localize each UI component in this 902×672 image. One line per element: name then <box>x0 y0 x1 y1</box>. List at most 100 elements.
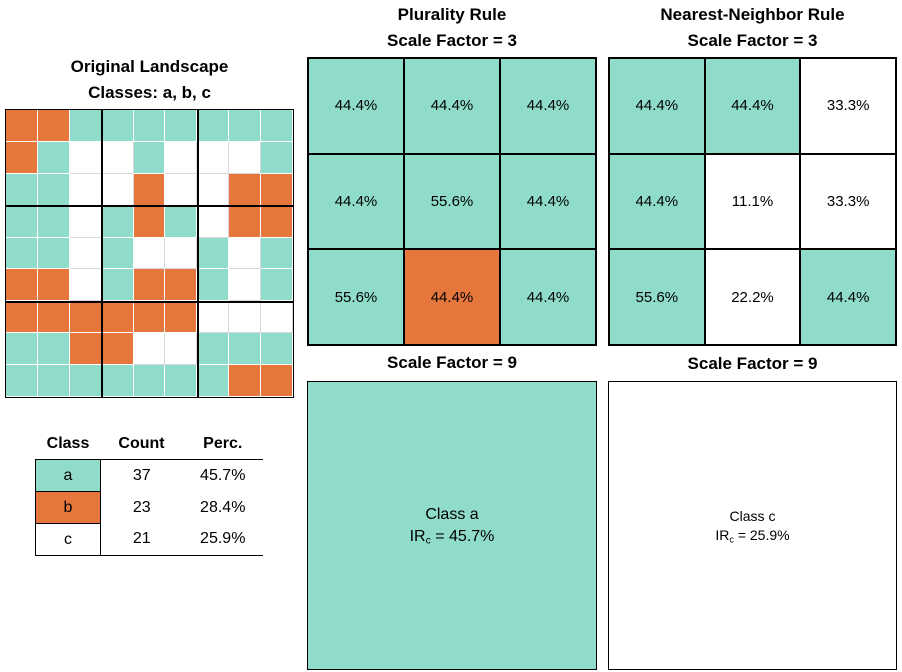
landscape-cell <box>37 269 70 302</box>
perc-cell: 25.9% <box>182 523 263 556</box>
coarse-cell: 55.6% <box>404 153 500 250</box>
landscape-cell <box>37 110 70 142</box>
ir-subscript: c <box>729 533 734 544</box>
plurality-scale9-block: Class a IRc = 45.7% <box>307 381 597 670</box>
table-row: b 23 28.4% <box>35 491 264 524</box>
header-count: Count <box>100 428 183 460</box>
landscape-cell <box>6 237 38 270</box>
plurality-scale9-ir: IRc = 45.7% <box>410 526 495 548</box>
landscape-cell <box>37 205 70 238</box>
landscape-cell <box>165 141 198 174</box>
plurality-scale9-class-label: Class a <box>425 505 479 523</box>
landscape-cell <box>197 110 230 142</box>
landscape-cell <box>261 365 293 397</box>
landscape-cell <box>229 110 262 142</box>
landscape-cell <box>165 269 198 302</box>
landscape-cell <box>6 141 38 174</box>
block-divider <box>101 109 103 398</box>
original-landscape-title: Original Landscape Classes: a, b, c <box>5 54 294 106</box>
landscape-cell <box>101 301 134 334</box>
plurality-title-line2: Scale Factor = 3 <box>387 31 517 50</box>
landscape-cell <box>229 173 262 206</box>
table-row: c 21 25.9% <box>35 523 263 556</box>
landscape-cell <box>69 141 102 174</box>
landscape-cell <box>6 365 38 397</box>
landscape-cell <box>133 173 166 206</box>
landscape-cell <box>133 365 166 397</box>
plurality-scale3-grid: 44.4% 44.4% 44.4% 44.4% 55.6% 44.4% 55.6% 44.4%… <box>307 57 597 346</box>
landscape-cell <box>133 110 166 142</box>
nearest-scale9-title: Scale Factor = 9 <box>687 354 818 373</box>
table-header-row: Class Count Perc. <box>35 428 263 460</box>
landscape-cell <box>165 365 198 397</box>
original-title-line1: Original Landscape <box>70 57 229 76</box>
coarse-cell: 44.4% <box>500 153 596 250</box>
landscape-cell <box>229 365 262 397</box>
landscape-cell <box>261 269 293 302</box>
nearest-title-line1: Nearest-Neighbor Rule <box>660 5 845 24</box>
original-title-line2: Classes: a, b, c <box>88 83 211 102</box>
block-divider <box>5 205 294 207</box>
landscape-cell <box>69 237 102 270</box>
landscape-cell <box>101 269 134 302</box>
landscape-cell <box>101 333 134 366</box>
coarse-cell: 11.1% <box>704 153 801 250</box>
landscape-cell <box>6 110 38 142</box>
landscape-cell <box>165 237 198 270</box>
count-cell: 37 <box>132 466 151 484</box>
landscape-cell <box>197 301 230 334</box>
coarse-cell: 44.4% <box>404 249 500 345</box>
landscape-cell <box>37 173 70 206</box>
landscape-cell <box>261 173 293 206</box>
landscape-cell <box>165 173 198 206</box>
nearest-scale9-class-label: Class c <box>729 507 776 524</box>
landscape-cell <box>197 333 230 366</box>
plurality-title-line1: Plurality Rule <box>397 5 507 24</box>
landscape-cell <box>197 141 230 174</box>
class-swatch-c: c <box>35 523 101 556</box>
ir-subscript: c <box>425 535 431 547</box>
landscape-cell <box>69 269 102 302</box>
class-swatch-a: a <box>35 459 101 492</box>
coarse-cell: 44.4% <box>500 249 596 345</box>
coarse-cell: 44.4% <box>404 58 500 154</box>
landscape-cell <box>37 365 70 397</box>
landscape-cell <box>229 205 262 238</box>
coarse-cell: 55.6% <box>308 249 404 345</box>
landscape-cell <box>37 333 70 366</box>
coarse-cell: 44.4% <box>704 58 801 154</box>
coarse-cell: 33.3% <box>800 58 896 154</box>
perc-cell: 28.4% <box>200 498 246 516</box>
landscape-cell <box>101 173 134 206</box>
landscape-cell <box>229 333 262 366</box>
landscape-cell <box>101 365 134 397</box>
landscape-cell <box>6 269 38 302</box>
landscape-cell <box>101 141 134 174</box>
landscape-cell <box>101 237 134 270</box>
landscape-cell <box>37 141 70 174</box>
landscape-cell <box>37 237 70 270</box>
coarse-cell: 44.4% <box>800 249 896 345</box>
landscape-cell <box>101 205 134 238</box>
landscape-cell <box>101 110 134 142</box>
landscape-cell <box>261 141 293 174</box>
ir-prefix: IR <box>715 526 730 543</box>
plurality-scale9-title: Scale Factor = 9 <box>387 353 517 372</box>
landscape-cell <box>37 301 70 334</box>
landscape-cell <box>69 333 102 366</box>
coarse-cell: 55.6% <box>609 249 705 345</box>
coarse-cell: 44.4% <box>609 153 705 250</box>
class-summary-table: Class Count Perc. a 37 45.7% b 23 28.4% … <box>35 428 263 556</box>
landscape-cell <box>133 205 166 238</box>
landscape-cell <box>261 333 293 366</box>
landscape-cell <box>261 205 293 238</box>
landscape-cell <box>69 365 102 397</box>
landscape-cell <box>133 269 166 302</box>
landscape-cell <box>197 269 230 302</box>
landscape-cell <box>133 333 166 366</box>
landscape-cell <box>165 110 198 142</box>
landscape-cell <box>229 301 262 334</box>
nearest-title-line2: Scale Factor = 3 <box>687 31 818 50</box>
nearest-neighbor-rule-title: Nearest-Neighbor Rule Scale Factor = 3 <box>608 2 897 54</box>
landscape-cell <box>197 237 230 270</box>
